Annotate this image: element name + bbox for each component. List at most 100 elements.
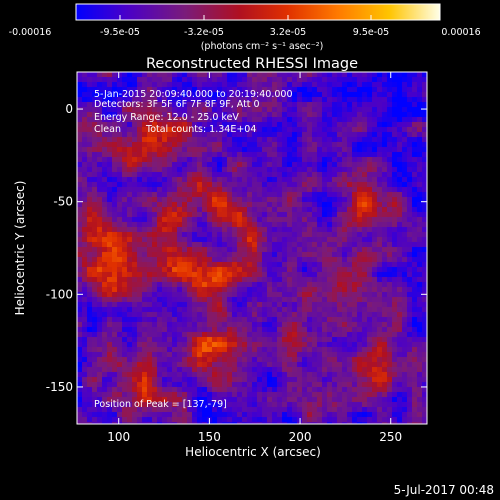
heatmap-cell: [347, 167, 353, 173]
heatmap-cell: [157, 307, 163, 313]
heatmap-cell: [272, 112, 278, 118]
heatmap-cell: [82, 412, 88, 418]
heatmap-cell: [357, 197, 363, 203]
heatmap-cell: [147, 227, 153, 233]
heatmap-cell: [317, 97, 323, 103]
heatmap-cell: [112, 362, 118, 368]
heatmap-cell: [257, 272, 263, 278]
heatmap-cell: [387, 137, 393, 143]
heatmap-cell: [202, 97, 208, 103]
heatmap-cell: [92, 272, 98, 278]
heatmap-cell: [337, 267, 343, 273]
heatmap-cell: [332, 87, 338, 93]
heatmap-cell: [202, 312, 208, 318]
heatmap-cell: [122, 327, 128, 333]
heatmap-cell: [222, 127, 228, 133]
heatmap-cell: [362, 207, 368, 213]
heatmap-cell: [332, 217, 338, 223]
heatmap-cell: [97, 227, 103, 233]
heatmap-cell: [172, 312, 178, 318]
heatmap-cell: [167, 252, 173, 258]
heatmap-cell: [322, 232, 328, 238]
heatmap-cell: [377, 337, 383, 343]
heatmap-cell: [417, 252, 423, 258]
heatmap-cell: [97, 287, 103, 293]
heatmap-cell: [367, 327, 373, 333]
heatmap-cell: [217, 287, 223, 293]
heatmap-cell: [307, 142, 313, 148]
heatmap-cell: [352, 257, 358, 263]
heatmap-cell: [137, 397, 143, 403]
heatmap-cell: [242, 237, 248, 243]
heatmap-cell: [142, 117, 148, 123]
heatmap-cell: [362, 247, 368, 253]
heatmap-cell: [382, 82, 388, 88]
heatmap-cell: [102, 117, 108, 123]
heatmap-cell: [287, 322, 293, 328]
heatmap-cell: [287, 307, 293, 313]
heatmap-cell: [242, 417, 248, 423]
heatmap-cell: [312, 217, 318, 223]
heatmap-cell: [357, 352, 363, 358]
heatmap-cell: [217, 422, 223, 424]
heatmap-cell: [407, 132, 413, 138]
heatmap-cell: [217, 162, 223, 168]
heatmap-cell: [272, 407, 278, 413]
heatmap-cell: [192, 202, 198, 208]
heatmap-cell: [342, 142, 348, 148]
heatmap-cell: [302, 177, 308, 183]
heatmap-cell: [182, 252, 188, 258]
heatmap-cell: [177, 362, 183, 368]
heatmap-cell: [347, 267, 353, 273]
heatmap-cell: [127, 282, 133, 288]
heatmap-cell: [242, 152, 248, 158]
heatmap-cell: [392, 77, 398, 83]
heatmap-cell: [142, 372, 148, 378]
heatmap-cell: [342, 247, 348, 253]
heatmap-cell: [152, 402, 158, 408]
heatmap-cell: [132, 257, 138, 263]
heatmap-cell: [297, 217, 303, 223]
heatmap-cell: [137, 107, 143, 113]
heatmap-cell: [257, 257, 263, 263]
heatmap-cell: [277, 302, 283, 308]
heatmap-cell: [312, 352, 318, 358]
heatmap-cell: [297, 92, 303, 98]
heatmap-cell: [92, 152, 98, 158]
heatmap-cell: [422, 112, 427, 118]
heatmap-cell: [367, 82, 373, 88]
heatmap-cell: [372, 307, 378, 313]
heatmap-cell: [242, 112, 248, 118]
heatmap-cell: [217, 142, 223, 148]
heatmap-cell: [102, 417, 108, 423]
heatmap-cell: [382, 297, 388, 303]
heatmap-cell: [187, 377, 193, 383]
heatmap-cell: [322, 72, 328, 78]
heatmap-cell: [362, 197, 368, 203]
heatmap-cell: [412, 322, 418, 328]
heatmap-cell: [232, 187, 238, 193]
heatmap-cell: [352, 412, 358, 418]
heatmap-cell: [257, 287, 263, 293]
heatmap-cell: [147, 412, 153, 418]
heatmap-cell: [122, 82, 128, 88]
heatmap-cell: [202, 187, 208, 193]
heatmap-cell: [132, 262, 138, 268]
heatmap-cell: [227, 192, 233, 198]
heatmap-cell: [312, 392, 318, 398]
heatmap-cell: [252, 112, 258, 118]
heatmap-cell: [92, 92, 98, 98]
heatmap-cell: [337, 147, 343, 153]
heatmap-cell: [387, 182, 393, 188]
heatmap-cell: [167, 242, 173, 248]
heatmap-cell: [87, 147, 93, 153]
heatmap-cell: [312, 197, 318, 203]
heatmap-cell: [347, 157, 353, 163]
heatmap-cell: [152, 202, 158, 208]
heatmap-cell: [372, 217, 378, 223]
heatmap-cell: [282, 157, 288, 163]
heatmap-cell: [412, 202, 418, 208]
heatmap-cell: [107, 232, 113, 238]
heatmap-cell: [217, 112, 223, 118]
heatmap-cell: [127, 272, 133, 278]
